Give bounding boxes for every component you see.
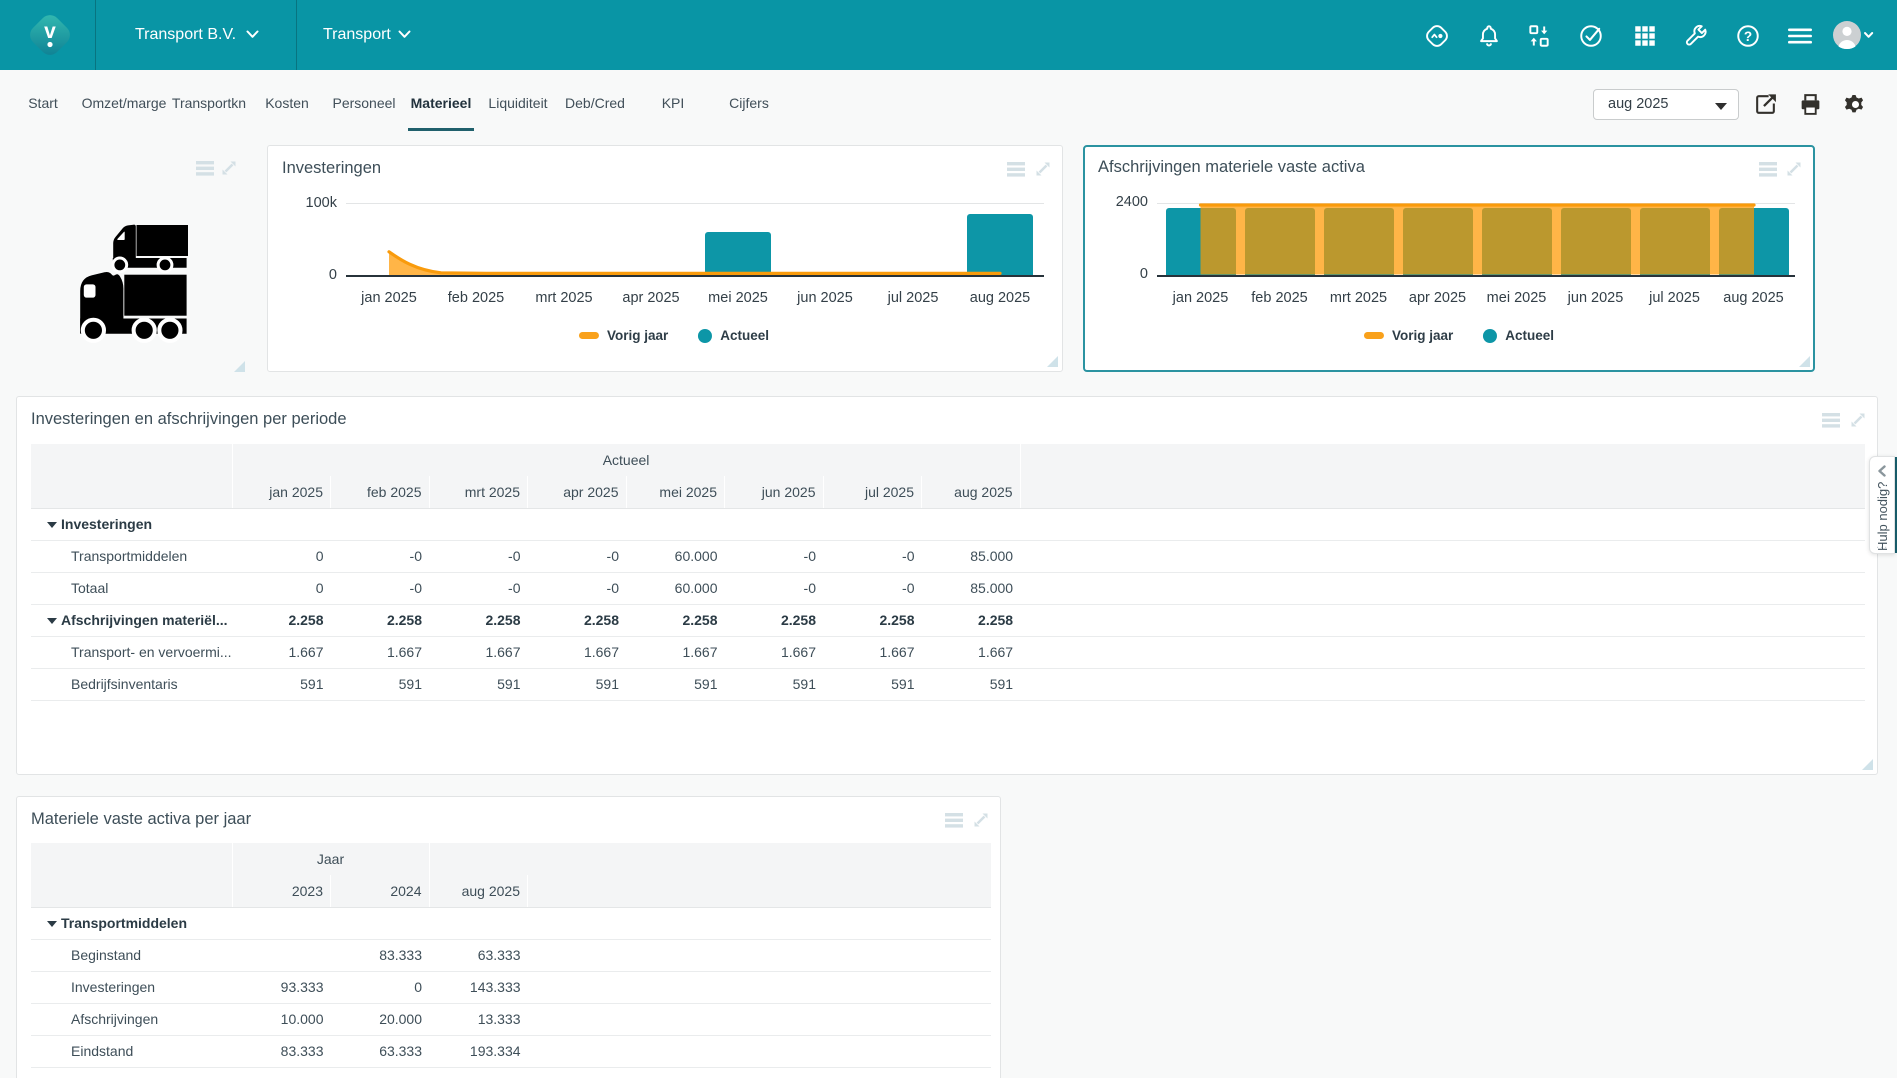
svg-text:v: v xyxy=(44,20,56,43)
svg-text:?: ? xyxy=(1744,29,1752,44)
